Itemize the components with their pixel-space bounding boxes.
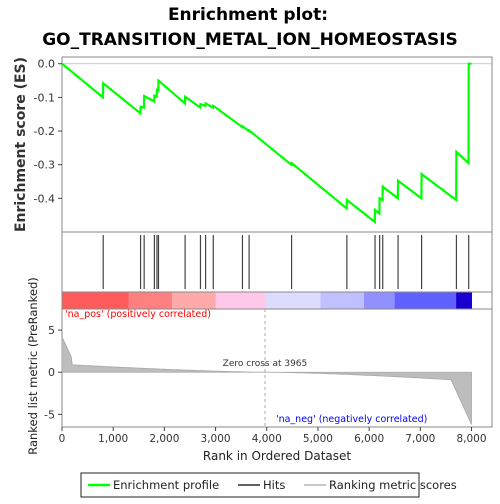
colorbar-segment xyxy=(264,292,322,309)
es-ytick-label: -0.3 xyxy=(34,159,55,172)
colorbar-segment xyxy=(128,292,173,309)
es-ytick-label: -0.1 xyxy=(34,91,55,104)
es-ytick-label: 0.0 xyxy=(38,58,56,71)
label-positive: 'na_pos' (positively correlated) xyxy=(65,309,211,320)
chart-title-line2: GO_TRANSITION_METAL_ION_HOMEOSTASIS xyxy=(42,30,458,50)
hits-area xyxy=(61,231,493,293)
colorbar-panel xyxy=(61,291,493,310)
metric-panel: Zero cross at 3965 'na_pos' (positively c… xyxy=(26,277,493,463)
xtick-label: 8,000 xyxy=(456,433,486,445)
x-axis-label: Rank in Ordered Dataset xyxy=(203,449,351,463)
metric-axis-label: Ranked list metric (PreRanked) xyxy=(26,277,40,455)
colorbar-segment xyxy=(215,292,266,309)
xtick-label: 7,000 xyxy=(405,433,435,445)
xtick-label: 0 xyxy=(59,433,66,445)
es-plot-area xyxy=(61,56,493,233)
xtick-label: 3,000 xyxy=(201,433,231,445)
es-axis-label: Enrichment score (ES) xyxy=(13,57,29,232)
hits-panel xyxy=(61,231,493,293)
zero-cross-label: Zero cross at 3965 xyxy=(223,359,308,369)
legend-label: Ranking metric scores xyxy=(329,478,457,492)
ranking-metric-area xyxy=(61,336,472,425)
xtick-label: 4,000 xyxy=(252,433,282,445)
metric-ytick-label: 0 xyxy=(48,366,55,379)
colorbar-segment xyxy=(320,292,365,309)
colorbar-segment xyxy=(456,292,473,309)
colorbar-segment xyxy=(62,292,130,309)
legend-label: Hits xyxy=(263,478,285,492)
es-panel: 0.0 -0.1 -0.2 -0.3 -0.4 Enrichment score (ES) xyxy=(13,56,493,233)
colorbar-segment xyxy=(172,292,217,309)
es-ytick-label: -0.4 xyxy=(34,192,55,205)
xtick-label: 2,000 xyxy=(149,433,179,445)
colorbar-segment xyxy=(394,292,457,309)
es-ytick-label: -0.2 xyxy=(34,125,55,138)
label-negative: 'na_neg' (negatively correlated) xyxy=(276,414,427,425)
xtick-label: 5,000 xyxy=(303,433,333,445)
metric-ytick-label: -5 xyxy=(44,408,55,421)
legend: Enrichment profile Hits Ranking metric sco… xyxy=(80,472,457,498)
enrichment-profile-line xyxy=(61,62,472,225)
xtick-label: 1,000 xyxy=(98,433,128,445)
xtick-label: 6,000 xyxy=(354,433,384,445)
metric-ytick-label: 5 xyxy=(48,324,55,337)
chart-title-line1: Enrichment plot: xyxy=(168,5,328,25)
colorbar-segment xyxy=(364,292,396,309)
legend-label: Enrichment profile xyxy=(113,478,219,492)
